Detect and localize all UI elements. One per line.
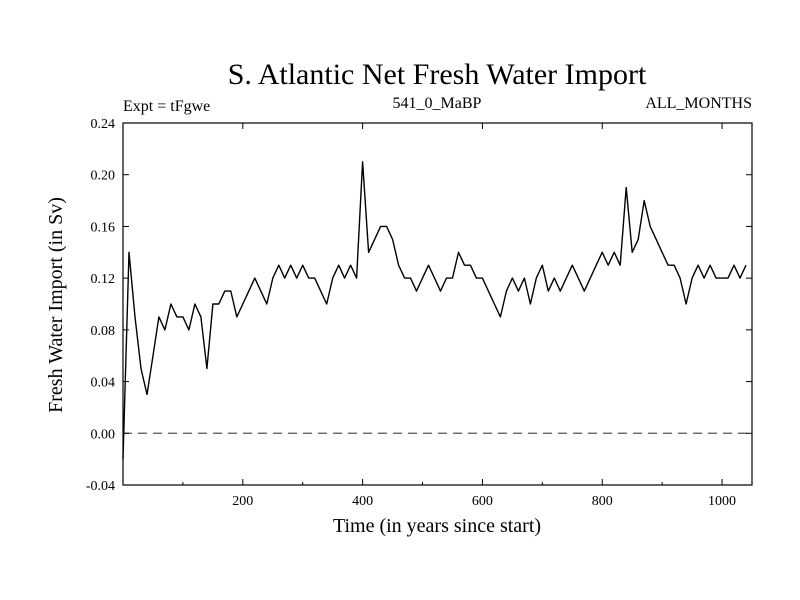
y-axis-label: Fresh Water Import (in Sv) — [45, 197, 67, 413]
y-tick-label: -0.04 — [86, 479, 115, 494]
y-tick-label: 0.04 — [91, 376, 116, 391]
ticks-layer: 200 400 600 800 1000 -0.04 0.00 0.04 0.08 0.12 0.1… — [86, 117, 752, 509]
x-tick-label: 600 — [472, 494, 493, 509]
months-label: ALL_MONTHS — [645, 95, 752, 112]
series-layer — [122, 161, 747, 460]
y-tick-label: 0.12 — [91, 272, 116, 287]
series-line — [122, 161, 747, 460]
experiment-label: Expt = tFgwe — [123, 98, 210, 115]
period-label: 541_0_MaBP — [393, 95, 482, 112]
y-tick-label: 0.16 — [91, 220, 116, 235]
plot-frame — [122, 122, 753, 486]
x-tick-label: 800 — [592, 494, 613, 509]
y-tick-label: 0.00 — [91, 427, 116, 442]
chart-title: S. Atlantic Net Fresh Water Import — [228, 58, 647, 91]
x-tick-label: 200 — [232, 494, 253, 509]
y-tick-label: 0.08 — [91, 324, 116, 339]
y-tick-label: 0.20 — [91, 169, 116, 184]
y-tick-label: 0.24 — [91, 117, 116, 132]
x-axis-label: Time (in years since start) — [333, 515, 541, 537]
x-tick-label: 1000 — [708, 494, 736, 509]
x-tick-label: 400 — [352, 494, 373, 509]
